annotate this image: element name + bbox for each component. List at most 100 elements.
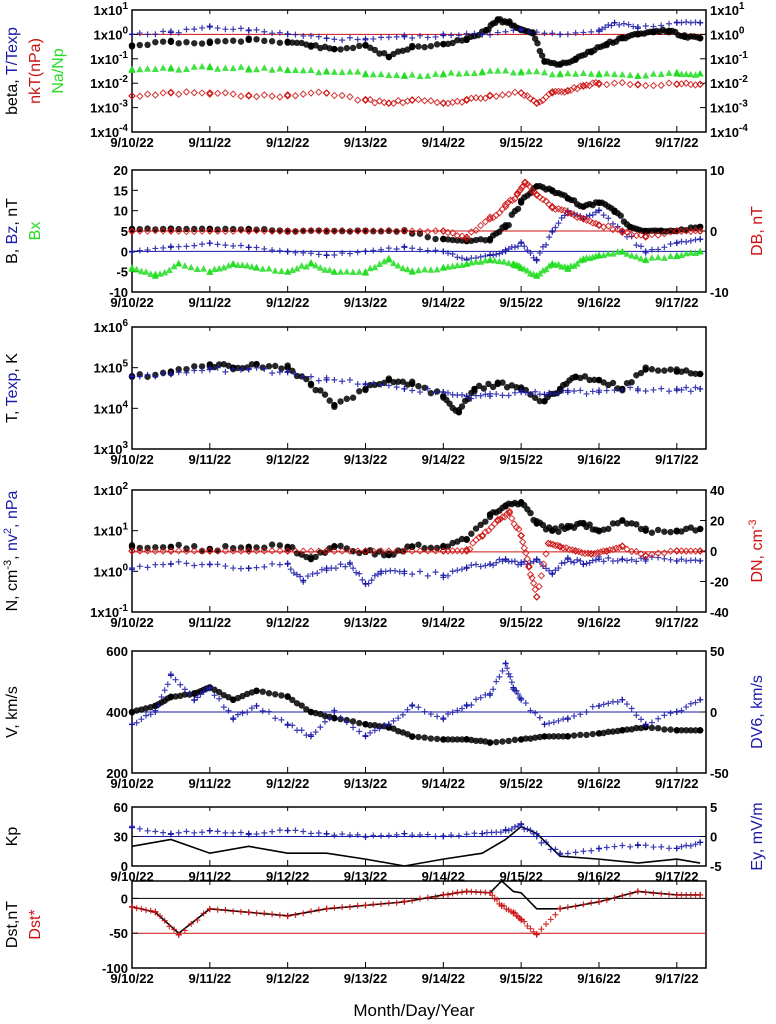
p3-dn-fill-point (498, 513, 507, 521)
p0-na_np-fill-point (190, 63, 198, 70)
p3-dn-fill-point (542, 550, 550, 558)
p1-bx-fill-point (609, 250, 617, 257)
p1-bx-fill-point (414, 266, 422, 274)
p0-date-label: 9/11/22 (189, 135, 232, 150)
p5-ey-fill-point (595, 845, 602, 852)
p0-nkt-fill-point (634, 81, 642, 89)
p5-ey-fill-point (253, 831, 260, 838)
p3-nv2-fill-point (401, 570, 408, 577)
p2-texp-fill-point (183, 369, 190, 376)
p0-nkt-fill-point (190, 89, 198, 97)
p6-dst_star-fill-point (459, 889, 466, 896)
p0-t_texp-fill-point (549, 30, 556, 37)
p0-t_texp-fill-point (510, 27, 517, 34)
p1-bz-fill-point (222, 242, 229, 249)
p3-dn-fill-point (182, 547, 191, 555)
p3-dn-fill-point (408, 547, 416, 555)
p2-t-fill-point (307, 381, 315, 389)
p3-dn-fill-point (505, 507, 514, 515)
p3-nv2-fill-point (499, 558, 506, 565)
p4-dv6-fill-point (434, 713, 441, 720)
p3-nv2-fill-point (440, 574, 447, 581)
p3-nv2-fill-point (374, 571, 381, 578)
p0-nkt-fill-point (252, 92, 261, 101)
p3-n-fill-point (440, 542, 447, 550)
p2-texp-fill-point (627, 384, 634, 391)
p1-bz-fill-point (416, 246, 423, 253)
p0-left-tick-label: 1x100 (94, 25, 129, 42)
p4-v-fill-point (366, 722, 374, 729)
p3-nv2-fill-point (284, 560, 291, 567)
p4-date-label: 9/10/22 (110, 776, 153, 791)
p0-beta-fill-point (191, 40, 198, 47)
p0-na_np-fill-point (634, 72, 642, 79)
p0-na_np-fill-point (509, 68, 517, 76)
p6-dst_star-fill-point (253, 910, 260, 917)
p4-dv6-fill-point (628, 705, 635, 712)
p1-bz-fill-point (673, 239, 680, 246)
p3-date-label: 9/17/22 (655, 615, 698, 630)
p1-bz-fill-point (605, 215, 612, 222)
p1-bx-fill-point (128, 265, 136, 272)
p0-t_texp-fill-point (642, 22, 649, 29)
p6-dst_star-fill-point (292, 911, 299, 918)
p3-n-fill-point (175, 541, 182, 549)
p6-date-label: 9/15/22 (499, 971, 542, 986)
p0-nkt-fill-point (657, 81, 665, 90)
p1-b-fill-point (214, 226, 221, 233)
p6-date-label: 9/11/22 (189, 971, 232, 986)
p1-date-label: 9/16/22 (577, 295, 620, 310)
p4-dv6-fill-point (308, 731, 315, 738)
p3-right-tick-label: 40 (710, 483, 724, 498)
p1-bz-fill-point (167, 243, 174, 250)
p3-dn-fill-point (299, 547, 307, 555)
p0-na_np-fill-point (455, 70, 463, 77)
p3-nv2-fill-point (304, 573, 311, 580)
p3-dn-fill-point (330, 547, 339, 555)
p0-nkt-fill-point (472, 94, 480, 102)
p5-ey-fill-point (339, 831, 346, 838)
p5-ey-fill-point (511, 823, 518, 830)
p6-dst_star-fill-point (346, 904, 353, 911)
p4-date-label: 9/15/22 (499, 776, 542, 791)
p2-texp-fill-point (315, 377, 322, 384)
p1-db-fill-point (174, 227, 183, 235)
p2-t-fill-point (421, 384, 428, 391)
p1-db-fill-point (252, 226, 261, 235)
p5-ey-fill-point (588, 847, 595, 854)
p0-t_texp-fill-point (167, 28, 174, 35)
p4-dv6-fill-point (395, 715, 402, 722)
p0-t_texp-fill-point (292, 31, 299, 38)
p0-nkt-fill-point (276, 93, 284, 101)
p0-beta-fill-point (427, 42, 435, 50)
p0-nkt-fill-point (649, 81, 658, 90)
p0-t_texp-fill-point (152, 31, 159, 38)
p1-bz-fill-point (152, 245, 159, 252)
p2-texp-fill-point (261, 365, 268, 372)
p4-dv6-fill-point (421, 708, 428, 715)
p3-nv2-fill-point (230, 565, 237, 572)
p1-bx-fill-point (472, 258, 480, 265)
p4-dv6-fill-point (589, 703, 596, 710)
p1-bz-fill-point (237, 242, 244, 249)
p4-v-fill-point (559, 733, 567, 740)
p0-t_texp-fill-point (479, 31, 486, 38)
p2-texp-fill-point (362, 381, 369, 388)
p4-dv6-fill-point (356, 728, 363, 735)
p4-v-fill-point (583, 731, 590, 739)
p2-texp-fill-point (505, 392, 512, 399)
p0-beta-fill-point (229, 37, 237, 44)
p0-nkt-fill-point (315, 88, 323, 96)
p0-na_np-fill-point (393, 71, 401, 78)
p1-bz-fill-point (589, 211, 596, 218)
p3-right-tick-label: -20 (710, 575, 729, 590)
p4-v-fill-point (331, 714, 338, 722)
p0-nkt-fill-point (159, 89, 167, 97)
p3-nv2-fill-point (353, 569, 360, 576)
p6-dst_star-fill-point (564, 904, 571, 911)
p3-nv2-fill-point (564, 554, 571, 561)
p4-dv6-fill-point (234, 711, 241, 718)
p4-v-fill-point (550, 733, 558, 740)
p0-nkt-fill-point (221, 89, 230, 97)
p1-bx-fill-point (243, 262, 251, 269)
